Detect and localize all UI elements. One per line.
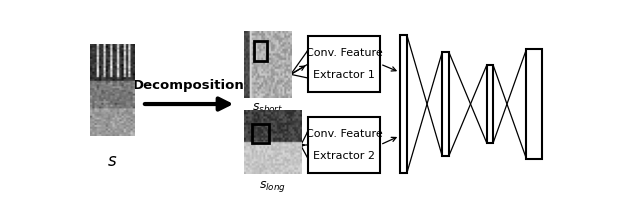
- Text: $\mathit{s}_{long}$: $\mathit{s}_{long}$: [259, 179, 286, 194]
- Text: Conv. Feature: Conv. Feature: [306, 48, 383, 58]
- Bar: [400, 35, 407, 173]
- Text: Decomposition: Decomposition: [133, 79, 245, 92]
- Bar: [308, 36, 380, 92]
- Bar: [442, 53, 449, 156]
- Bar: [486, 65, 493, 143]
- Text: Extractor 1: Extractor 1: [313, 70, 375, 80]
- Text: $\mathit{s}$: $\mathit{s}$: [107, 152, 117, 170]
- Bar: [308, 117, 380, 173]
- Text: Extractor 2: Extractor 2: [313, 151, 375, 161]
- Bar: [527, 49, 542, 159]
- Text: $\mathit{s}_{short}$: $\mathit{s}_{short}$: [252, 102, 283, 115]
- Text: Conv. Feature: Conv. Feature: [306, 129, 383, 139]
